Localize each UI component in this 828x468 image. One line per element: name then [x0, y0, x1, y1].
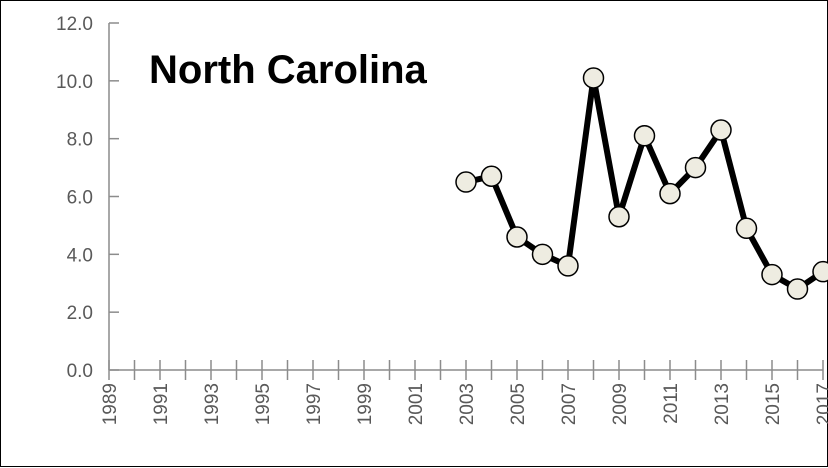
data-point — [812, 260, 828, 283]
x-tick-label: 2009 — [610, 383, 631, 425]
data-point — [480, 165, 503, 188]
data-point — [506, 226, 528, 248]
x-tick-label: 2015 — [763, 383, 784, 425]
data-point — [710, 119, 732, 141]
data-point — [633, 125, 656, 147]
data-point — [531, 243, 554, 266]
x-tick-label: 1997 — [304, 383, 325, 425]
data-point — [455, 171, 477, 193]
chart-title: North Carolina — [149, 48, 428, 92]
x-tick-label: 1999 — [355, 383, 376, 425]
data-point — [659, 182, 681, 205]
series-line — [463, 74, 826, 292]
x-tick-label: 1991 — [151, 383, 172, 425]
x-tick-label: 2003 — [457, 383, 478, 425]
x-axis: 1989 1991 1993 1995 1997 1999 2001 2003 2005 2007… — [100, 360, 828, 425]
y-tick-label: 10.0 — [56, 72, 93, 93]
data-point — [557, 255, 579, 277]
data-point — [735, 217, 758, 240]
y-tick-label: 6.0 — [67, 188, 93, 209]
data-point — [786, 278, 809, 300]
data-point — [608, 205, 630, 228]
series-layer — [455, 67, 828, 300]
data-point — [761, 263, 783, 286]
y-tick-label: 0.0 — [67, 361, 93, 382]
x-tick-label: 2017 — [814, 383, 828, 425]
x-tick-label: 1989 — [100, 383, 121, 425]
x-tick-label: 2011 — [661, 383, 682, 424]
y-tick-label: 4.0 — [67, 245, 93, 266]
x-tick-label: 2005 — [508, 383, 529, 425]
y-tick-label: 12.0 — [56, 14, 93, 35]
x-tick-label: 1995 — [253, 383, 274, 425]
y-tick-label: 2.0 — [67, 303, 93, 324]
x-tick-label: 2001 — [406, 383, 427, 425]
x-tick-label: 1993 — [202, 383, 223, 425]
data-point — [582, 67, 605, 89]
data-point — [684, 156, 707, 179]
y-axis: 0.0 2.0 4.0 6.0 8.0 10.0 12.0 — [56, 14, 119, 382]
x-tick-label: 2013 — [712, 383, 733, 425]
x-tick-label: 2007 — [559, 383, 580, 425]
y-tick-label: 8.0 — [67, 130, 93, 151]
